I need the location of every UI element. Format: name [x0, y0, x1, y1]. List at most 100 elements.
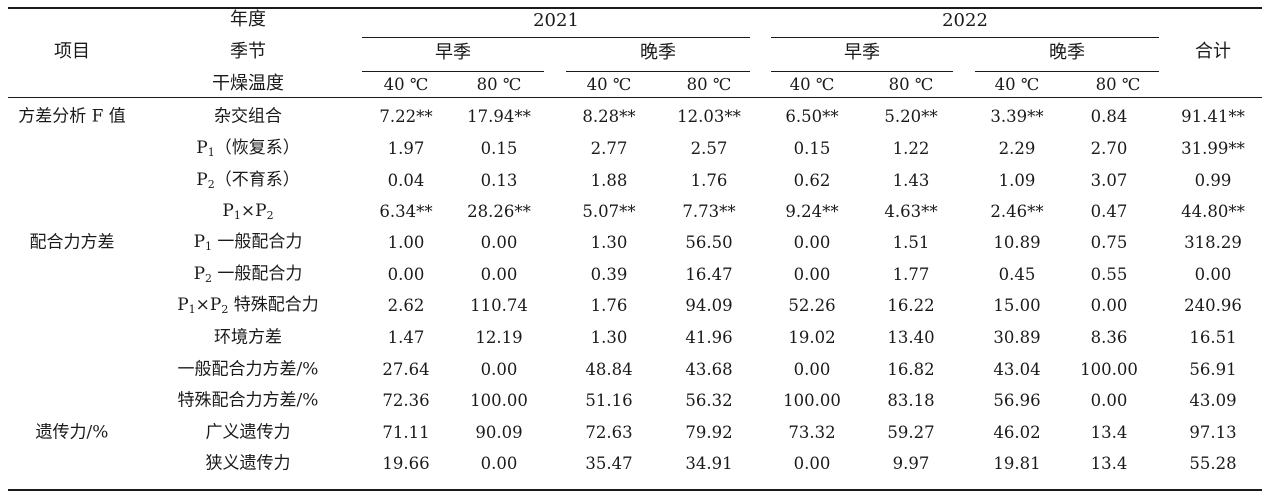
value-cell: 16.82: [887, 359, 935, 379]
row-label-subscript: 2: [207, 178, 215, 191]
header-season: 晚季: [1049, 42, 1085, 63]
group-label: 方差分析 F 值: [18, 106, 126, 127]
year-2022-rule: [771, 37, 1159, 38]
row-label: 环境方差: [214, 327, 282, 348]
value-cell: 9.97: [892, 453, 930, 473]
value-cell: 41.96: [685, 327, 733, 347]
value-cell: 0.75: [1090, 232, 1128, 252]
value-cell: 15.00: [993, 295, 1041, 315]
value-cell: 100.00: [1080, 359, 1138, 379]
value-cell: 1.88: [590, 170, 628, 190]
row-label-part: 特殊配合力: [228, 295, 319, 315]
header-temp: 40 ℃: [994, 74, 1040, 94]
value-cell: 1.77: [892, 264, 930, 284]
value-cell: 34.91: [685, 453, 733, 473]
value-cell: 1.76: [690, 170, 728, 190]
total-cell: 240.96: [1184, 295, 1242, 315]
header-total: 合计: [1195, 41, 1231, 62]
row-label: 一般配合力方差/%: [177, 359, 319, 380]
value-cell: 73.32: [788, 422, 836, 442]
value-cell: 59.27: [887, 422, 935, 442]
value-cell: 0.84: [1090, 106, 1128, 126]
header-temp: 40 ℃: [383, 74, 429, 94]
value-cell: 6.50**: [785, 106, 839, 126]
header-item: 项目: [54, 41, 90, 62]
row-label-part: 一般配合力: [212, 264, 303, 284]
value-cell: 52.26: [788, 295, 836, 315]
value-cell: 1.51: [892, 232, 930, 252]
value-cell: 3.07: [1090, 170, 1128, 190]
season-rule-3: [771, 71, 953, 72]
row-label: P2（不育系）: [196, 170, 300, 191]
row-label-part: （不育系）: [214, 170, 300, 190]
total-cell: 56.91: [1189, 359, 1237, 379]
value-cell: 7.73**: [682, 201, 736, 221]
value-cell: 0.55: [1090, 264, 1128, 284]
value-cell: 13.40: [887, 327, 935, 347]
value-cell: 56.96: [993, 390, 1041, 410]
value-cell: 27.64: [382, 359, 430, 379]
header-temp: 80 ℃: [1095, 74, 1141, 94]
value-cell: 72.36: [382, 390, 430, 410]
row-label: P1 一般配合力: [194, 234, 303, 253]
header-temp: 80 ℃: [476, 74, 522, 94]
header-season: 早季: [844, 42, 880, 63]
value-cell: 0.15: [793, 138, 831, 158]
header-year-2021: 2021: [533, 10, 579, 31]
value-cell: 1.30: [590, 232, 628, 252]
value-cell: 0.13: [480, 170, 518, 190]
value-cell: 43.68: [685, 359, 733, 379]
total-cell: 55.28: [1189, 453, 1237, 473]
row-label-part: （恢复系）: [214, 138, 300, 158]
season-rule-2: [566, 71, 750, 72]
value-cell: 1.00: [387, 232, 425, 252]
value-cell: 0.00: [793, 359, 831, 379]
header-temp: 40 ℃: [789, 74, 835, 94]
header-season-label: 季节: [230, 41, 266, 62]
value-cell: 83.18: [887, 390, 935, 410]
value-cell: 2.77: [590, 138, 628, 158]
total-cell: 31.99**: [1181, 138, 1245, 158]
value-cell: 110.74: [470, 295, 528, 315]
value-cell: 12.19: [475, 327, 523, 347]
season-rule-1: [362, 71, 544, 72]
total-cell: 0.00: [1194, 264, 1232, 284]
value-cell: 71.11: [382, 422, 430, 442]
value-cell: 46.02: [993, 422, 1041, 442]
value-cell: 2.70: [1090, 138, 1128, 158]
value-cell: 0.00: [387, 264, 425, 284]
value-cell: 1.43: [892, 170, 930, 190]
value-cell: 30.89: [993, 327, 1041, 347]
value-cell: 0.00: [1090, 295, 1128, 315]
value-cell: 13.4: [1090, 453, 1128, 473]
total-cell: 0.99: [1194, 170, 1232, 190]
row-label-part: P: [177, 295, 189, 315]
value-cell: 28.26**: [467, 201, 531, 221]
header-year-label: 年度: [230, 9, 266, 30]
value-cell: 16.22: [887, 295, 935, 315]
total-cell: 44.80**: [1181, 201, 1245, 221]
value-cell: 90.09: [475, 422, 523, 442]
row-label: 狭义遗传力: [205, 453, 291, 474]
row-label-part: P: [196, 138, 208, 158]
row-label-subscript: 2: [266, 209, 274, 222]
row-label-subscript: 1: [205, 240, 213, 253]
value-cell: 43.04: [993, 359, 1041, 379]
row-label-part: P: [222, 201, 234, 221]
value-cell: 2.62: [387, 295, 425, 315]
value-cell: 0.45: [998, 264, 1036, 284]
value-cell: 0.47: [1090, 201, 1128, 221]
value-cell: 0.00: [793, 232, 831, 252]
value-cell: 4.63**: [884, 201, 938, 221]
row-label: P1×P2: [222, 201, 274, 222]
value-cell: 35.47: [585, 453, 633, 473]
value-cell: 10.89: [993, 232, 1041, 252]
group-label: 遗传力/%: [35, 422, 109, 443]
season-rule-4: [975, 71, 1159, 72]
row-label: 广义遗传力: [205, 422, 291, 443]
header-temp-label: 干燥温度: [212, 73, 284, 94]
value-cell: 19.66: [382, 453, 430, 473]
value-cell: 2.29: [998, 138, 1036, 158]
value-cell: 56.50: [685, 232, 733, 252]
